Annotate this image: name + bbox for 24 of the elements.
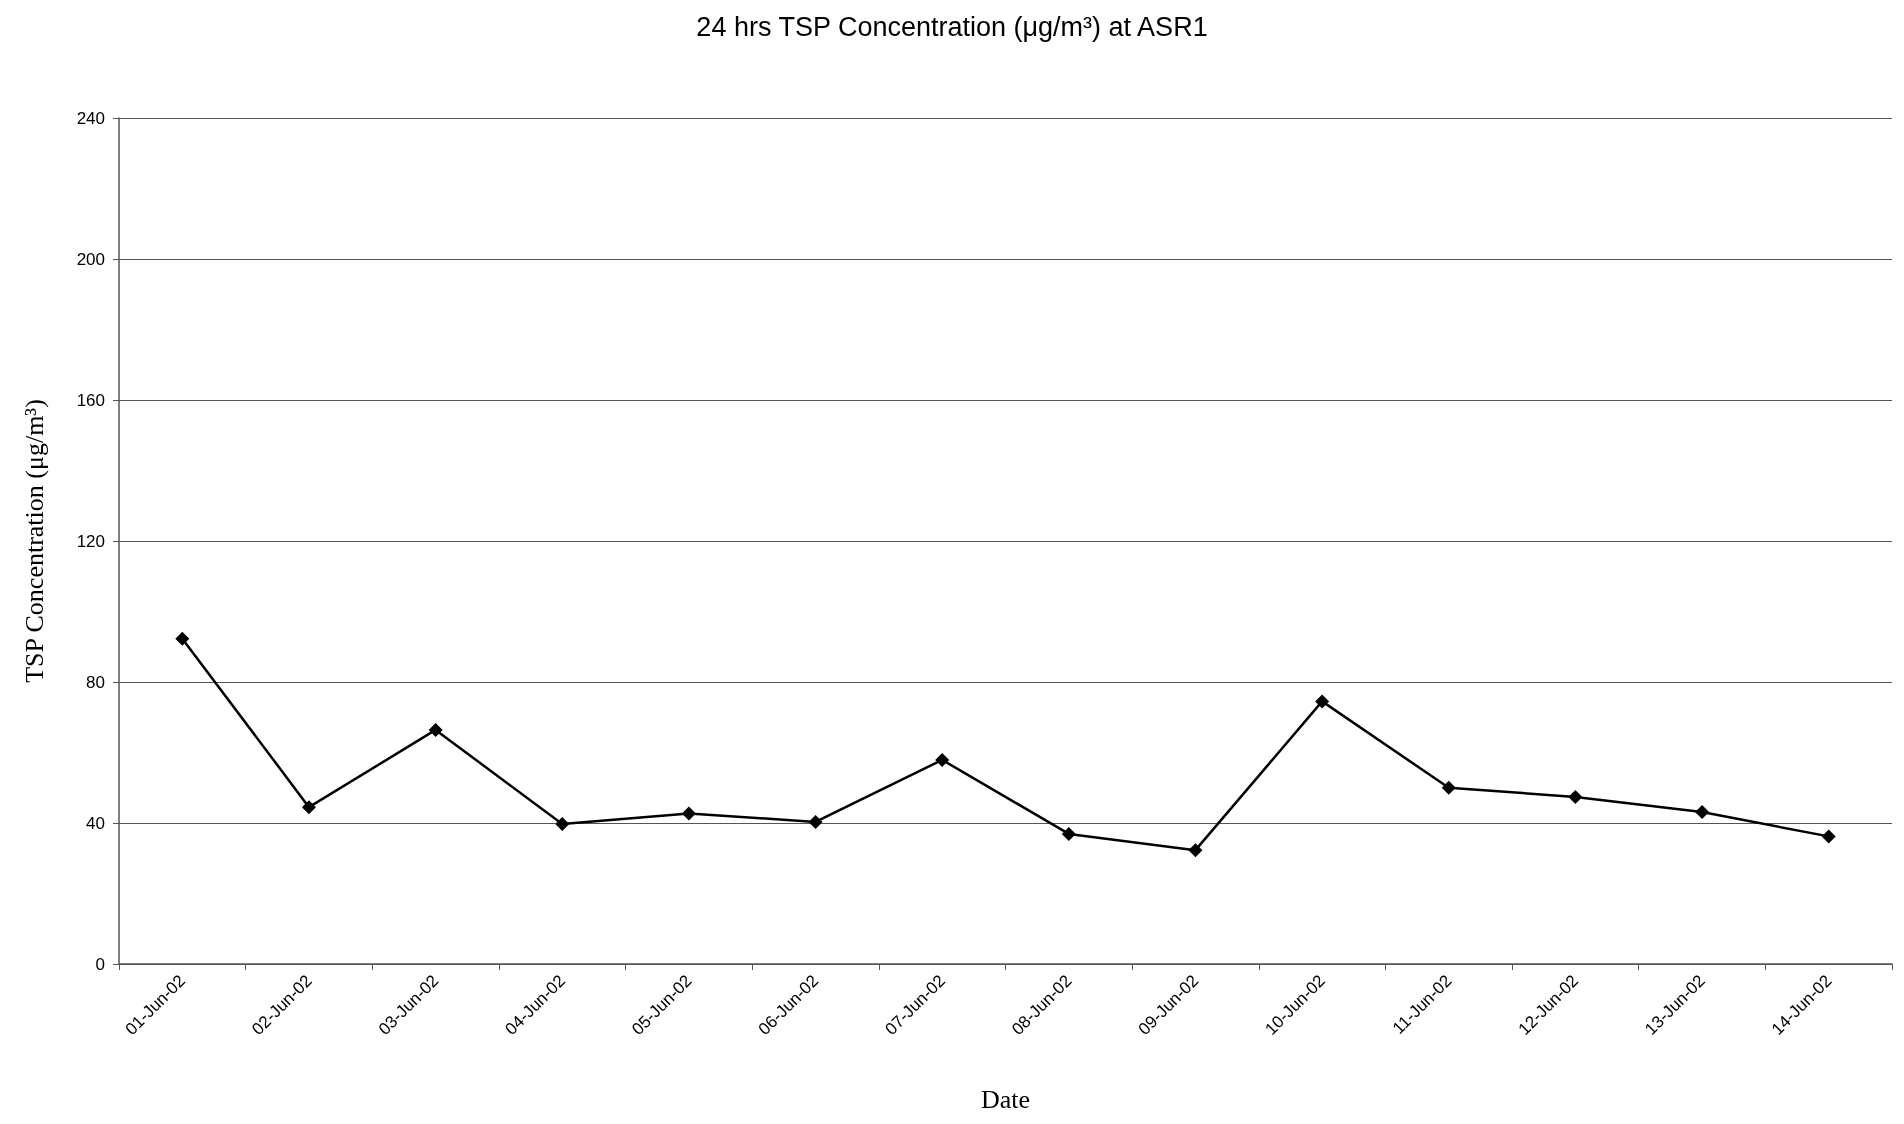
y-tick-label: 240 [76,108,105,128]
point [935,752,950,767]
point [428,722,443,737]
chart-title: 24 hrs TSP Concentration (μg/m³) at ASR1 [696,11,1208,42]
point [808,814,823,829]
point [1695,805,1710,820]
point [681,806,696,821]
y-tick-label: 40 [86,813,105,833]
y-tick-label: 0 [95,954,105,974]
y-tick-label: 160 [76,390,105,410]
point [1315,694,1330,709]
point [1568,789,1583,804]
y-tick-label: 120 [76,531,105,551]
point [1188,843,1203,858]
point [1821,829,1836,844]
point [1061,826,1076,841]
point [175,631,190,646]
y-tick-label: 80 [86,672,105,692]
point [555,817,570,832]
point [301,800,316,815]
point [1441,780,1456,795]
x-axis-title: Date [980,1084,1031,1114]
y-axis-title: TSP Concentration (μg/m³) [19,399,49,683]
y-tick-label: 200 [76,249,105,269]
